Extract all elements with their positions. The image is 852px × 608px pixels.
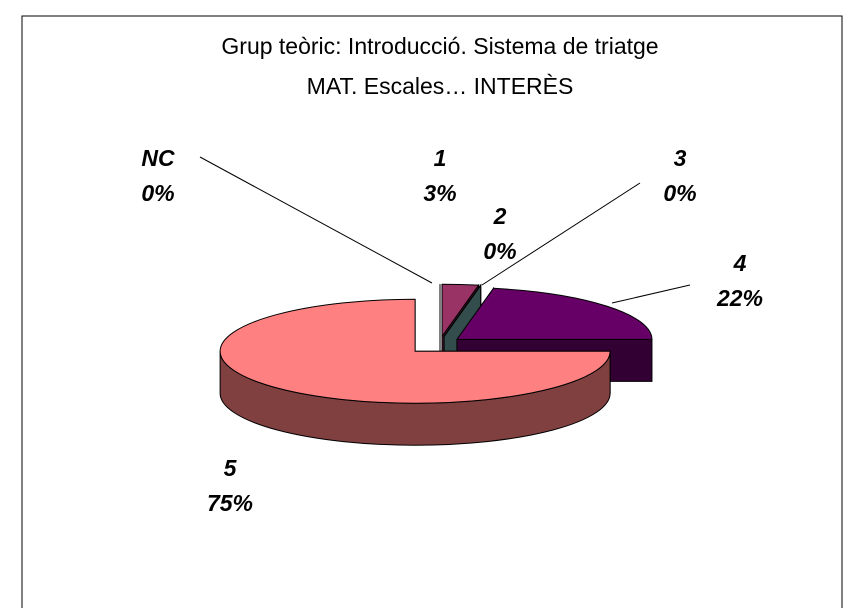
value-label: 0% bbox=[483, 238, 516, 264]
value-label: 0% bbox=[663, 180, 696, 206]
leader-line bbox=[199, 156, 433, 284]
pie-tops bbox=[219, 283, 653, 404]
category-label: NC bbox=[141, 145, 175, 171]
category-label: 2 bbox=[493, 203, 507, 229]
pie-slice bbox=[219, 298, 611, 404]
category-label: 3 bbox=[674, 145, 687, 171]
pie-slice bbox=[455, 287, 653, 340]
chart-title: MAT. Escales… INTERÈS bbox=[307, 73, 574, 99]
category-label: 5 bbox=[224, 455, 238, 481]
value-label: 0% bbox=[141, 180, 174, 206]
category-label: 4 bbox=[733, 250, 747, 276]
value-label: 75% bbox=[207, 490, 253, 516]
leader-line bbox=[481, 182, 641, 286]
pie-slice bbox=[441, 283, 480, 338]
leader-line bbox=[611, 284, 691, 304]
chart-frame bbox=[21, 15, 843, 608]
category-label: 1 bbox=[434, 145, 447, 171]
chart-title: Grup teòric: Introducció. Sistema de tri… bbox=[221, 33, 658, 59]
value-label: 22% bbox=[716, 285, 763, 311]
value-label: 3% bbox=[423, 180, 456, 206]
